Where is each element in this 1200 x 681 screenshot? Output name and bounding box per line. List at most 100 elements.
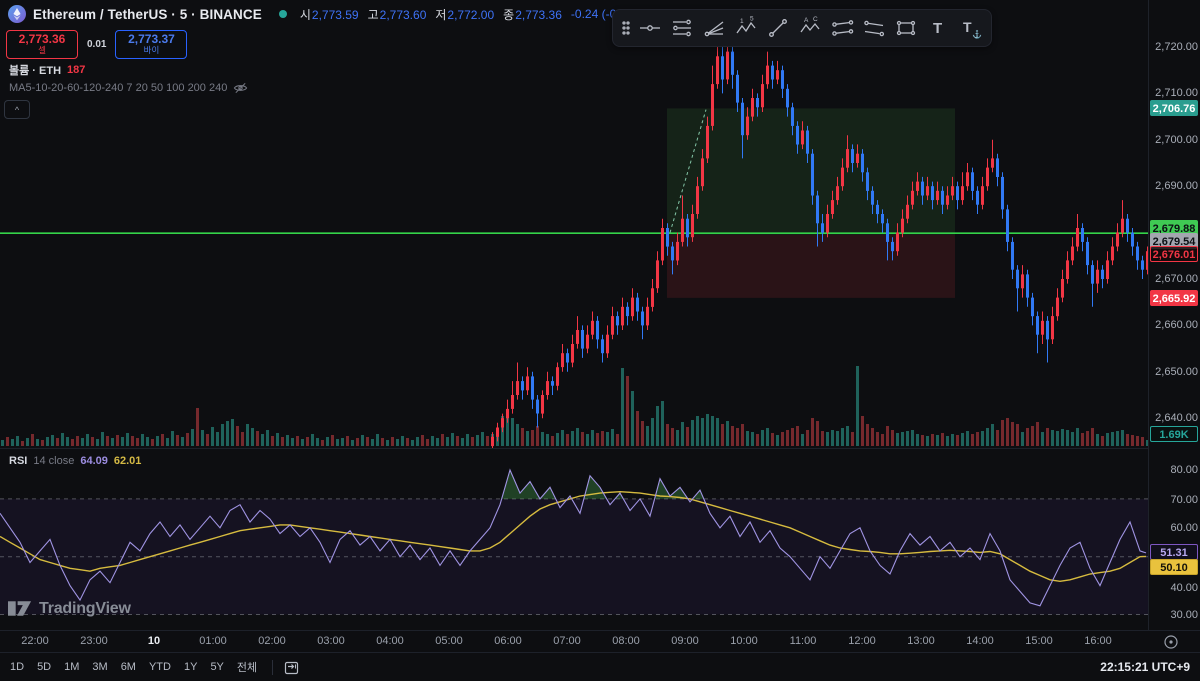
time-axis-label: 05:00 — [435, 635, 463, 647]
rsi-legend-label: RSI — [9, 455, 28, 467]
rsi-value: 64.09 — [80, 455, 108, 467]
range-button-1M[interactable]: 1M — [64, 661, 80, 673]
price-pane-canvas[interactable] — [0, 0, 1148, 448]
buy-button[interactable]: 2,773.37 바이 — [115, 30, 188, 59]
price-badge: 2,676.01 — [1150, 246, 1198, 262]
ethereum-icon — [8, 5, 26, 23]
price-axis-label: 2,720.00 — [1155, 41, 1198, 53]
clock-label[interactable]: 22:15:21 UTC+9 — [1100, 660, 1190, 674]
price-axis-label: 70.00 — [1170, 494, 1198, 506]
ma-legend-text: MA5-10-20-60-120-240 7 20 50 100 200 240 — [9, 82, 228, 94]
trendline-tool[interactable] — [762, 14, 793, 42]
svg-text:C: C — [813, 16, 818, 23]
time-axis-label: 12:00 — [848, 635, 876, 647]
ma-legend[interactable]: MA5-10-20-60-120-240 7 20 50 100 200 240 — [9, 82, 248, 94]
close-label: 종 — [503, 7, 515, 22]
time-axis-label: 22:00 — [21, 635, 49, 647]
close-value: 2,773.36 — [515, 7, 562, 22]
sell-label: 셀 — [38, 45, 46, 56]
time-axis-label: 13:00 — [907, 635, 935, 647]
time-axis-label: 14:00 — [966, 635, 994, 647]
time-axis-label: 23:00 — [80, 635, 108, 647]
sell-button[interactable]: 2,773.36 셀 — [6, 30, 78, 59]
time-axis-label: 10:00 — [730, 635, 758, 647]
price-axis-label: 2,660.00 — [1155, 319, 1198, 331]
collapse-pane-button[interactable]: ^ — [4, 100, 30, 119]
rectangle-tool[interactable] — [890, 14, 921, 42]
high-value: 2,773.60 — [379, 7, 427, 22]
price-axis-label: 60.00 — [1170, 522, 1198, 534]
price-scale-axis[interactable]: 2,720.00 2,710.00 2,700.00 2,690.00 2,670.00… — [1148, 0, 1200, 630]
anchored-text-tool[interactable]: T ⚓ — [954, 14, 985, 42]
trade-buttons: 2,773.36 셀 0.01 2,773.37 바이 — [6, 30, 188, 59]
scroll-to-realtime-button[interactable] — [1163, 634, 1179, 650]
price-badge: 2,665.92 — [1150, 290, 1198, 306]
time-axis-label: 08:00 — [612, 635, 640, 647]
time-axis-label: 16:00 — [1084, 635, 1112, 647]
horizontal-line-tool[interactable] — [634, 14, 665, 42]
range-button-1D[interactable]: 1D — [10, 661, 25, 673]
range-button-5Y[interactable]: 5Y — [210, 661, 224, 673]
svg-text:⚓: ⚓ — [972, 29, 982, 39]
volume-legend[interactable]: 볼륨 · ETH 187 — [9, 62, 85, 78]
pane-divider[interactable] — [0, 448, 1148, 449]
price-axis-label: 30.00 — [1170, 609, 1198, 621]
price-axis-label: 2,650.00 — [1155, 366, 1198, 378]
price-axis-label: 2,640.00 — [1155, 412, 1198, 424]
high-label: 고 — [367, 7, 379, 22]
eye-off-icon[interactable] — [233, 82, 248, 94]
price-axis-label: 2,690.00 — [1155, 180, 1198, 192]
svg-text:5: 5 — [750, 16, 754, 23]
open-value: 2,773.59 — [311, 7, 359, 22]
sell-price: 2,773.36 — [18, 32, 66, 46]
ohlc-values: 시2,773.59 고2,773.60 저2,772.00 종2,773.36 … — [300, 6, 648, 23]
date-range-switcher: 1D 5D 1M 3M 6M YTD 1Y 5Y 전체 — [10, 659, 270, 675]
spread-value: 0.01 — [87, 38, 107, 50]
time-axis-label: 10 — [147, 635, 161, 647]
range-button-1Y[interactable]: 1Y — [183, 661, 198, 673]
svg-text:T: T — [963, 19, 972, 35]
range-button-3M[interactable]: 3M — [92, 661, 108, 673]
low-label: 저 — [435, 7, 447, 22]
tradingview-logo[interactable]: TradingView — [8, 599, 131, 618]
time-scale-axis[interactable]: 22:00 23:00 10 01:00 02:00 03:00 04:00 05:00 06:… — [0, 630, 1200, 653]
volume-legend-value: 187 — [67, 64, 86, 76]
range-button-전체[interactable]: 전체 — [236, 662, 258, 674]
svg-text:T: T — [933, 20, 942, 37]
volume-legend-label: 볼륨 · ETH — [9, 65, 62, 77]
collapse-glyph: ^ — [14, 104, 20, 115]
time-axis-label: 02:00 — [258, 635, 286, 647]
range-button-5D[interactable]: 5D — [37, 661, 52, 673]
svg-text:A: A — [804, 17, 809, 24]
symbol-title[interactable]: Ethereum / TetherUS · 5 · BINANCE — [33, 6, 262, 22]
range-button-YTD[interactable]: YTD — [148, 661, 171, 673]
svg-text:1: 1 — [740, 18, 744, 25]
chart-header: Ethereum / TetherUS · 5 · BINANCE 시2,773… — [8, 5, 648, 23]
low-value: 2,772.00 — [447, 7, 495, 22]
time-axis-label: 11:00 — [789, 635, 817, 647]
time-axis-label: 15:00 — [1025, 635, 1053, 647]
price-axis-label: 2,670.00 — [1155, 273, 1198, 285]
rsi-legend-params: 14 close — [33, 455, 75, 467]
rsi-pane-canvas[interactable] — [0, 448, 1148, 630]
time-axis-label: 01:00 — [199, 635, 227, 647]
horizontal-lines-tool[interactable] — [666, 14, 697, 42]
trend-lines-tool[interactable] — [698, 14, 729, 42]
tradingview-logo-text: TradingView — [39, 599, 131, 617]
rsi-ma-value: 62.01 — [113, 455, 142, 467]
text-tool[interactable]: T — [922, 14, 953, 42]
disjoint-channel-tool[interactable] — [858, 14, 889, 42]
parallel-channel-tool[interactable] — [826, 14, 857, 42]
rsi-legend[interactable]: RSI 14 close 64.09 62.01 — [9, 455, 141, 467]
price-badge: 2,706.76 — [1150, 100, 1198, 116]
time-axis-label: 07:00 — [553, 635, 581, 647]
go-to-date-button[interactable] — [283, 659, 300, 676]
toolbar-divider — [272, 659, 274, 675]
buy-price: 2,773.37 — [128, 32, 175, 46]
drag-handle[interactable] — [619, 14, 633, 42]
range-button-6M[interactable]: 6M — [120, 661, 136, 673]
